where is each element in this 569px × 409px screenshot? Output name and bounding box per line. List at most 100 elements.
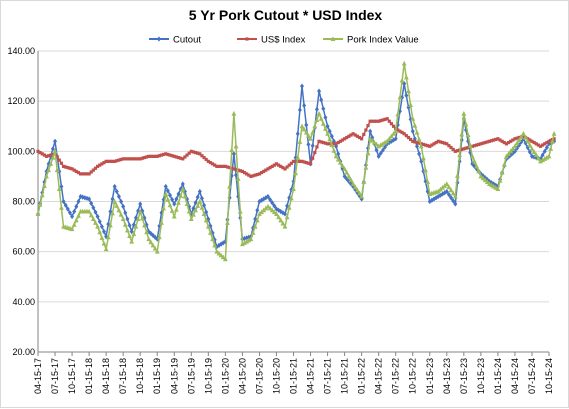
data-point-cutout <box>325 123 330 129</box>
data-point-pork-index-value <box>506 151 511 156</box>
x-tick-label: 10-15-22 <box>408 358 418 394</box>
data-point-us-index <box>153 154 157 158</box>
x-tick-label: 07-15-22 <box>391 358 401 394</box>
data-point-pork-index-value <box>512 143 518 149</box>
data-point-pork-index-value <box>546 153 552 159</box>
data-point-pork-index-value <box>391 130 396 136</box>
x-tick-label: 10-15-21 <box>340 358 350 394</box>
data-point-cutout <box>376 153 381 159</box>
data-point-us-index <box>42 153 46 157</box>
data-point-cutout <box>199 195 204 201</box>
data-point-pork-index-value <box>352 184 358 190</box>
data-point-us-index <box>257 172 262 176</box>
data-point-us-index <box>196 151 200 155</box>
data-point-us-index <box>383 117 387 121</box>
x-tick-label: 04-15-23 <box>442 358 452 394</box>
data-point-pork-index-value <box>472 158 477 164</box>
y-tick-label: 100.00 <box>7 146 35 156</box>
y-tick-label: 140.00 <box>7 46 35 56</box>
data-point-pork-index-value <box>340 162 345 168</box>
data-point-us-index <box>343 137 347 141</box>
data-point-cutout <box>170 197 175 203</box>
data-point-pork-index-value <box>518 134 524 139</box>
data-point-pork-index-value <box>127 233 132 238</box>
data-point-pork-index-value <box>291 186 296 191</box>
data-point-us-index <box>323 141 328 145</box>
data-point-us-index <box>428 144 432 148</box>
data-point-us-index <box>477 142 481 147</box>
data-point-pork-index-value <box>229 147 235 153</box>
data-point-cutout <box>121 203 126 210</box>
data-point-pork-index-value <box>184 201 190 207</box>
data-point-us-index <box>475 143 479 147</box>
data-point-pork-index-value <box>344 169 350 175</box>
data-point-pork-index-value <box>499 169 505 175</box>
data-point-pork-index-value <box>467 142 473 148</box>
data-point-pork-index-value <box>544 154 550 160</box>
data-point-cutout <box>306 141 311 148</box>
data-point-us-index <box>234 167 238 172</box>
x-tick-label: 01-15-21 <box>289 358 299 394</box>
data-point-us-index <box>285 165 289 169</box>
data-point-us-index <box>245 172 249 176</box>
data-point-us-index <box>240 169 244 173</box>
data-point-pork-index-value <box>303 129 309 135</box>
data-point-us-index <box>532 140 536 145</box>
data-point-pork-index-value <box>37 201 43 207</box>
x-tick-label: 01-15-24 <box>493 358 503 394</box>
data-point-cutout <box>168 192 173 198</box>
data-point-pork-index-value <box>369 137 375 143</box>
data-point-pork-index-value <box>186 208 192 214</box>
data-point-us-index <box>125 157 130 161</box>
data-point-pork-index-value <box>50 154 56 160</box>
data-point-pork-index-value <box>144 229 149 235</box>
data-point-pork-index-value <box>312 123 318 129</box>
data-point-pork-index-value <box>497 178 503 183</box>
data-point-pork-index-value <box>161 205 167 211</box>
data-point-pork-index-value <box>525 138 531 144</box>
data-point-us-index <box>511 138 515 142</box>
data-point-us-index <box>494 137 498 142</box>
data-point-us-index <box>164 152 168 156</box>
data-point-us-index <box>385 117 389 121</box>
data-point-pork-index-value <box>240 241 245 247</box>
data-point-us-index <box>449 145 453 150</box>
data-point-us-index <box>183 155 187 159</box>
data-point-cutout <box>50 146 55 152</box>
data-point-us-index <box>166 152 170 157</box>
data-point-cutout <box>410 128 415 134</box>
x-tick-label: 04-15-18 <box>101 358 111 394</box>
data-point-us-index <box>328 142 332 146</box>
data-point-us-index <box>157 154 161 158</box>
x-tick-label: 07-15-18 <box>118 358 128 394</box>
data-point-pork-index-value <box>220 254 226 260</box>
data-point-pork-index-value <box>231 110 237 116</box>
data-point-us-index <box>238 169 242 173</box>
data-point-pork-index-value <box>214 248 220 254</box>
data-point-cutout <box>76 198 81 205</box>
data-point-us-index <box>349 133 353 137</box>
data-point-us-index <box>108 159 112 163</box>
data-point-pork-index-value <box>199 204 205 210</box>
data-point-pork-index-value <box>103 246 109 252</box>
data-point-pork-index-value <box>165 196 171 202</box>
data-point-cutout <box>108 208 113 215</box>
data-point-us-index <box>181 157 185 161</box>
data-point-us-index <box>219 164 223 168</box>
data-point-us-index <box>130 157 134 161</box>
data-point-us-index <box>38 150 42 155</box>
data-point-pork-index-value <box>316 110 322 116</box>
data-point-us-index <box>413 140 417 144</box>
data-point-pork-index-value <box>461 110 467 116</box>
data-point-pork-index-value <box>193 207 198 213</box>
data-point-cutout <box>342 173 347 180</box>
data-point-cutout <box>202 202 207 208</box>
data-point-us-index <box>366 124 370 128</box>
data-point-pork-index-value <box>54 167 60 173</box>
data-point-pork-index-value <box>176 199 181 205</box>
data-point-us-index <box>513 137 517 141</box>
data-point-us-index <box>104 159 108 163</box>
data-point-us-index <box>36 149 40 153</box>
data-point-us-index <box>162 152 166 157</box>
